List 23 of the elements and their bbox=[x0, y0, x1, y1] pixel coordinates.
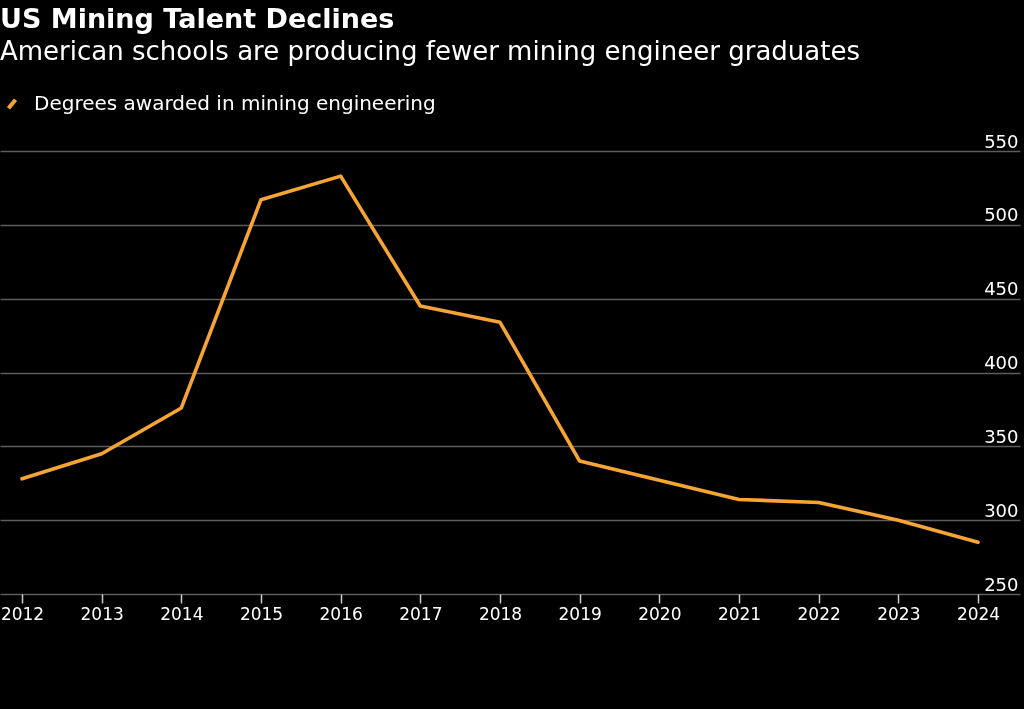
y-tick-label: 550 bbox=[984, 130, 1019, 152]
legend-label: Degrees awarded in mining engineering bbox=[34, 91, 436, 115]
y-tick-label: 300 bbox=[984, 499, 1019, 521]
y-tick-label: 350 bbox=[984, 425, 1019, 447]
x-tick-label: 2023 bbox=[877, 603, 921, 624]
y-tick-label: 250 bbox=[984, 573, 1019, 595]
x-tick-label: 2020 bbox=[638, 603, 682, 624]
x-tick-label: 2017 bbox=[399, 603, 443, 624]
y-tick-label: 500 bbox=[984, 204, 1019, 226]
x-tick-label: 2015 bbox=[239, 603, 284, 624]
x-tick-label: 2016 bbox=[319, 603, 363, 624]
x-tick-label: 2013 bbox=[80, 603, 124, 624]
chart-title: US Mining Talent Declines bbox=[0, 3, 395, 34]
x-tick-label: 2018 bbox=[478, 603, 523, 624]
x-tick-label: 2014 bbox=[160, 603, 204, 624]
x-tick-label: 2024 bbox=[956, 603, 1001, 624]
chart-subtitle: American schools are producing fewer mining engineer graduates bbox=[0, 36, 861, 66]
y-tick-label: 450 bbox=[984, 278, 1019, 300]
y-tick-label: 400 bbox=[984, 352, 1019, 373]
x-tick-label: 2012 bbox=[0, 603, 45, 624]
x-tick-label: 2019 bbox=[558, 603, 602, 624]
x-tick-label: 2021 bbox=[717, 603, 762, 624]
x-tick-label: 2022 bbox=[797, 603, 841, 624]
